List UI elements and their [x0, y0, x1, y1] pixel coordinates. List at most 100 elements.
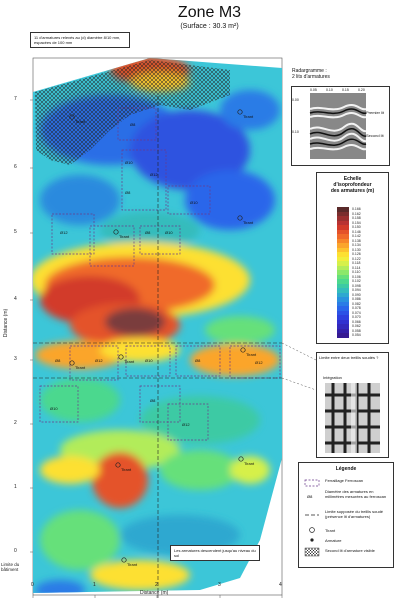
depth-scale-value: 0.154 — [352, 220, 361, 225]
tirant-label: Tirant — [121, 467, 132, 472]
depth-scale-swatch — [337, 319, 349, 324]
depth-scale-swatch — [337, 265, 349, 270]
x-tick-3: 3 — [218, 582, 221, 588]
diameter-label: Ø10 — [145, 358, 153, 363]
diameter-label: Ø8 — [125, 190, 131, 195]
depth-scale-value: 0.134 — [352, 243, 361, 247]
x-axis-label: Distance (m) — [140, 590, 169, 596]
depth-scale-swatch — [337, 301, 349, 306]
depth-scale-swatch — [337, 216, 349, 221]
x-tick-1: 1 — [93, 582, 96, 588]
y-axis-label: Distance (m) — [3, 308, 10, 338]
axis-ticks — [30, 99, 283, 598]
depth-scale-swatch — [337, 252, 349, 257]
tirant-label: Tirant — [243, 220, 254, 225]
tirant-label: Tirant — [75, 365, 86, 370]
legend-symbols: Ø8 — [304, 479, 320, 557]
depth-scale-value: 0.070 — [352, 315, 361, 319]
y-tick-2: 2 — [14, 420, 17, 426]
depth-scale-value: 0.130 — [352, 247, 361, 252]
depth-scale-value: 0.054 — [352, 333, 361, 337]
depth-scale-swatch — [337, 220, 349, 225]
depth-scale-value: 0.158 — [352, 216, 361, 220]
depth-scale-value: 0.086 — [352, 297, 361, 301]
depth-scale-value: 0.118 — [352, 261, 361, 265]
tirant-label: Tirant — [243, 114, 254, 119]
photo-image — [325, 383, 380, 453]
page-subtitle: (Surface : 30.3 m²) — [180, 23, 239, 30]
tirant-markers — [69, 109, 246, 563]
diameter-symbol: Ø8 — [307, 494, 313, 499]
depth-scale-value: 0.098 — [352, 283, 361, 288]
depth-scale-value: 0.102 — [352, 279, 361, 283]
y-tick-4: 4 — [14, 296, 17, 302]
depth-scale-value: 0.166 — [352, 207, 361, 211]
depth-scale-bar — [337, 207, 349, 338]
depth-scale-swatch — [337, 229, 349, 234]
y-tick-1: 1 — [14, 484, 17, 490]
legend-panel: Légende Ø8 Ferraillage Ferroscan Diamètr… — [298, 462, 394, 568]
diameter-label: Ø8 — [195, 358, 201, 363]
depth-scale-swatch — [337, 234, 349, 239]
x-tick-4: 4 — [279, 582, 282, 588]
diameter-label: Ø10 — [50, 406, 58, 411]
depth-scale-value: 0.114 — [352, 265, 361, 270]
depth-scale-value: 0.142 — [352, 234, 361, 238]
depth-scale-swatch — [337, 256, 349, 261]
depth-scale-value: 0.162 — [352, 211, 361, 216]
diameter-label: Ø12 — [255, 360, 263, 365]
depth-scale-title: Echelle d'isoprofondeur des armatures (m… — [330, 176, 375, 194]
legend-item-tirant: Tirant — [325, 528, 336, 533]
second-bed-label: Second lit — [366, 133, 384, 138]
legend-item-ferroscan: Ferraillage Ferroscan — [325, 478, 364, 483]
connector-lines — [281, 342, 317, 391]
depth-scale-value: 0.106 — [352, 274, 361, 279]
y-tick-3: 3 — [14, 356, 17, 362]
depth-scale-swatch — [337, 324, 349, 329]
radargram-title: Radargramme : 2 lits d'armatures — [291, 67, 331, 81]
tirant-label: Tirant — [244, 461, 255, 466]
tirant-label: Tirant — [124, 359, 135, 364]
tirant-label: Tirant — [127, 562, 138, 567]
tirant-label: Tirant — [119, 234, 130, 239]
ferroscan-boxes — [39, 107, 281, 441]
ferroscan-box-symbol — [304, 479, 320, 487]
tirant-symbol — [309, 527, 315, 533]
depth-scale-swatch — [337, 315, 349, 320]
depth-scale-swatch — [337, 310, 349, 315]
depth-scale-value: 0.062 — [352, 324, 361, 328]
bottom-annotation: Les armatures descendent jusqu'au niveau… — [170, 545, 260, 561]
tirant-label: Tirant — [75, 119, 86, 124]
legend-item-second-bed: Second lit d'armature visible — [325, 548, 375, 553]
y-tick-6: 6 — [14, 164, 17, 170]
depth-scale-value: 0.126 — [352, 252, 361, 256]
second-bed-hatch — [35, 60, 230, 165]
legend-item-diameter: Diamètre des armatures en millimètres me… — [325, 489, 387, 499]
legend-item-armature: Armature — [325, 538, 342, 543]
x-tick-2: 2 — [155, 582, 158, 588]
armature-symbol — [310, 538, 314, 542]
tirant-label: Tirant — [246, 352, 257, 357]
depth-scale-labels: 0.166 0.162 0.158 0.154 0.150 0.146 0.142 0.138… — [352, 207, 361, 338]
depth-scale-swatch — [337, 225, 349, 230]
depth-scale-value: 0.066 — [352, 319, 361, 324]
depth-scale-swatch — [337, 207, 349, 212]
radargram-top-tick: 0.05 — [310, 88, 317, 92]
diameter-label: Ø8 — [55, 358, 61, 363]
depth-scale-swatch — [337, 328, 349, 333]
hatch-symbol — [304, 547, 320, 557]
diameter-label: Ø12 — [95, 358, 103, 363]
legend-title: Légende — [335, 466, 357, 472]
depth-scale-swatch — [337, 247, 349, 252]
depth-scale-swatch — [337, 279, 349, 284]
depth-scale-swatch — [337, 333, 349, 338]
depth-scale-swatch — [337, 292, 349, 297]
depth-scale-value: 0.074 — [352, 310, 361, 315]
diameter-label: Ø12 — [150, 172, 158, 177]
y-tick-7: 7 — [14, 96, 17, 102]
radargram-panel — [291, 86, 390, 166]
depth-scale-swatch — [337, 288, 349, 293]
mesh-limit-lines — [33, 96, 282, 600]
depth-scale-value: 0.094 — [352, 288, 361, 292]
